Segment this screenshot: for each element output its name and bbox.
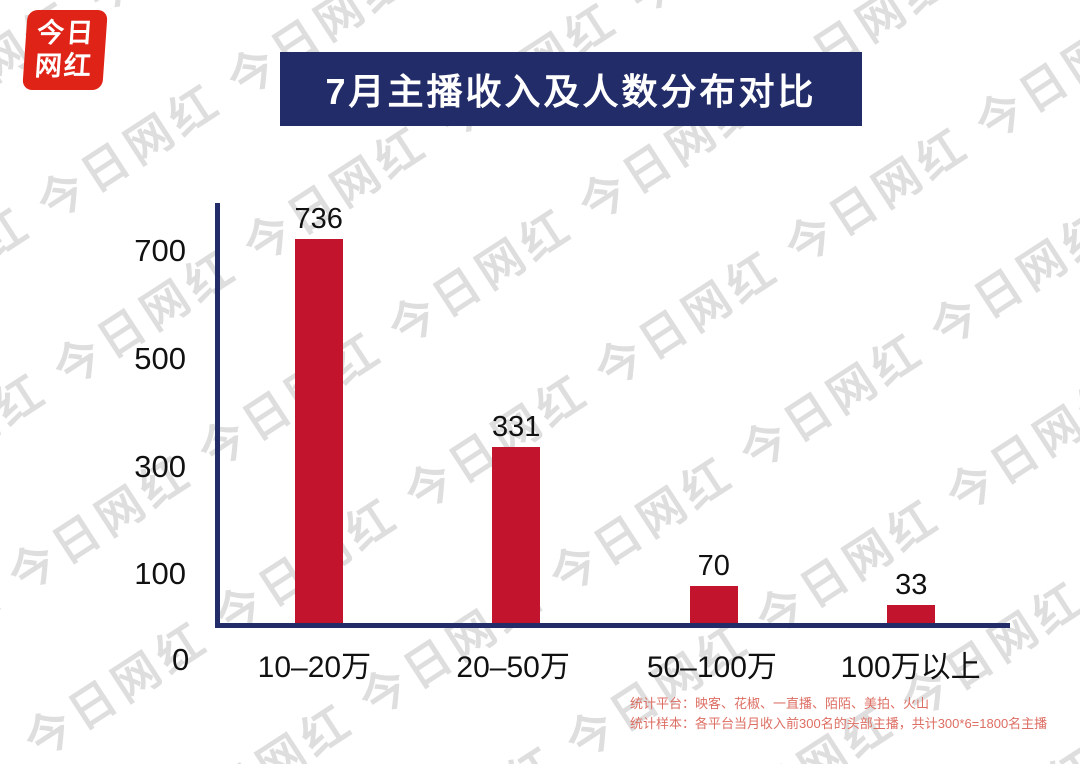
footnote-line2: 统计样本：各平台当月收入前300名的头部主播，共计300*6=1800名主播 — [630, 716, 1048, 731]
bar-value-label: 331 — [492, 411, 541, 444]
bar — [887, 605, 936, 623]
footnote: 统计平台：映客、花椒、一直播、陌陌、美拍、火山 统计样本：各平台当月收入前300… — [630, 694, 1047, 734]
logo-line1: 今日 — [36, 18, 97, 48]
bar — [492, 447, 541, 623]
bar-slot: 70 — [615, 203, 813, 623]
origin-label: 0 — [172, 642, 190, 677]
bar-value-label: 33 — [895, 569, 928, 602]
bar-value-label: 70 — [697, 549, 730, 582]
x-axis-category-label: 50–100万 — [646, 651, 777, 684]
plot-area: 736 331 70 33 — [215, 203, 1010, 628]
y-tick-label: 500 — [134, 341, 186, 377]
y-tick-label: 700 — [134, 233, 186, 269]
bar-slot: 736 — [220, 203, 418, 623]
x-axis-category-label: 10–20万 — [257, 651, 372, 684]
chart-title: 7月主播收入及人数分布对比 — [325, 71, 817, 112]
bar-slot: 331 — [418, 203, 616, 623]
y-tick-label: 300 — [134, 448, 186, 484]
bar — [294, 239, 343, 623]
x-axis-category-label: 20–50万 — [456, 651, 570, 684]
y-axis-ticks: 700 500 300 100 — [110, 203, 200, 628]
x-axis-labels: 10–20万 20–50万 50–100万 100万以上 — [215, 642, 1010, 686]
logo-line2: 网红 — [33, 51, 94, 81]
x-axis-category-label: 100万以上 — [840, 651, 981, 684]
brand-logo: 今日 网红 — [22, 10, 108, 90]
bar — [689, 585, 738, 623]
bar-value-label: 736 — [294, 203, 343, 235]
footnote-line1: 统计平台：映客、花椒、一直播、陌陌、美拍、火山 — [630, 696, 930, 711]
y-tick-label: 100 — [134, 556, 186, 592]
chart-title-banner: 7月主播收入及人数分布对比 — [280, 52, 862, 126]
bar-slot: 33 — [813, 203, 1011, 623]
